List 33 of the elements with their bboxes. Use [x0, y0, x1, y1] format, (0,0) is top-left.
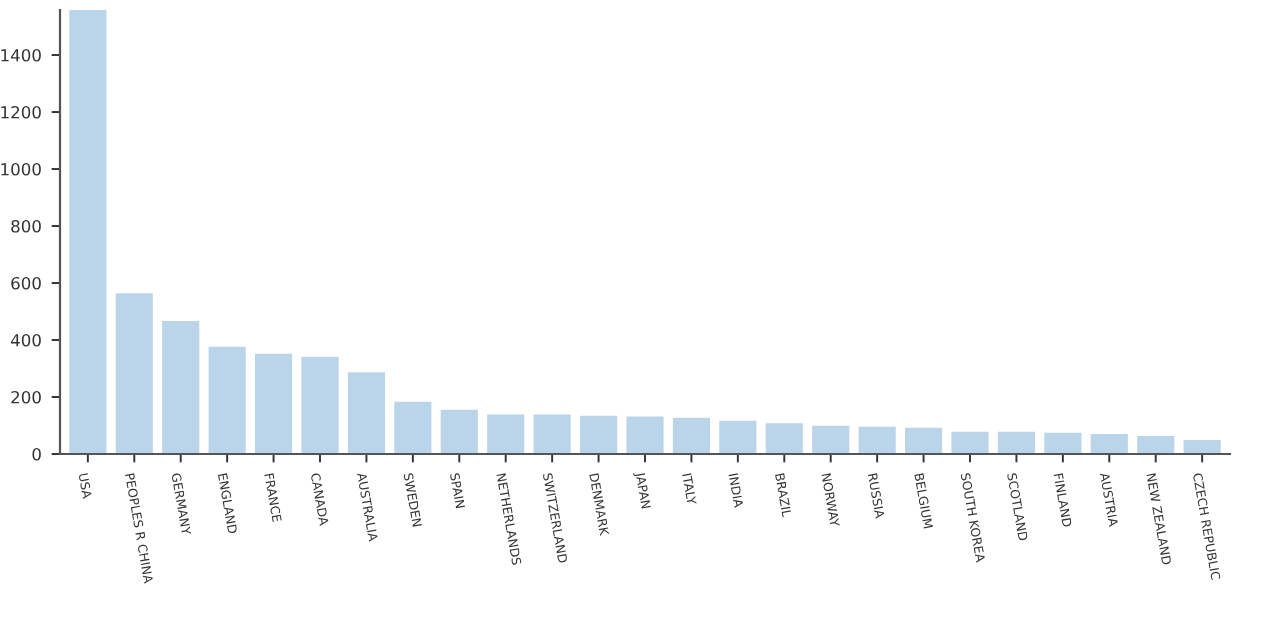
bar: [394, 401, 432, 454]
y-tick-label: 1400: [1, 48, 41, 62]
bar: [626, 416, 664, 454]
bar: [347, 372, 385, 454]
bar: [1044, 432, 1082, 454]
bar: [208, 346, 246, 454]
bar: [301, 356, 339, 454]
bar: [162, 320, 200, 454]
bar: [858, 426, 896, 454]
bar: [440, 409, 478, 454]
y-tick-label: 0: [32, 447, 41, 461]
bar: [719, 420, 757, 454]
bar: [533, 414, 571, 454]
bar: [580, 415, 618, 454]
y-tick-label: 200: [11, 390, 41, 404]
bar: [1137, 436, 1175, 454]
y-tick-label: 400: [10, 333, 41, 347]
bar: [115, 293, 153, 454]
bar: [255, 353, 293, 454]
y-tick-label: 1200: [1, 105, 41, 119]
bar: [997, 431, 1035, 454]
bar: [672, 417, 710, 454]
bar: [69, 10, 107, 454]
bar: [951, 431, 989, 454]
y-tick-label: 800: [11, 219, 41, 233]
bar: [812, 425, 850, 454]
y-tick-label: 1000: [1, 162, 41, 176]
bar: [1090, 434, 1128, 454]
bar: [905, 427, 943, 454]
bar: [1183, 440, 1221, 454]
y-tick-label: 600: [11, 276, 41, 290]
bar: [487, 414, 525, 454]
bar: [765, 423, 803, 454]
